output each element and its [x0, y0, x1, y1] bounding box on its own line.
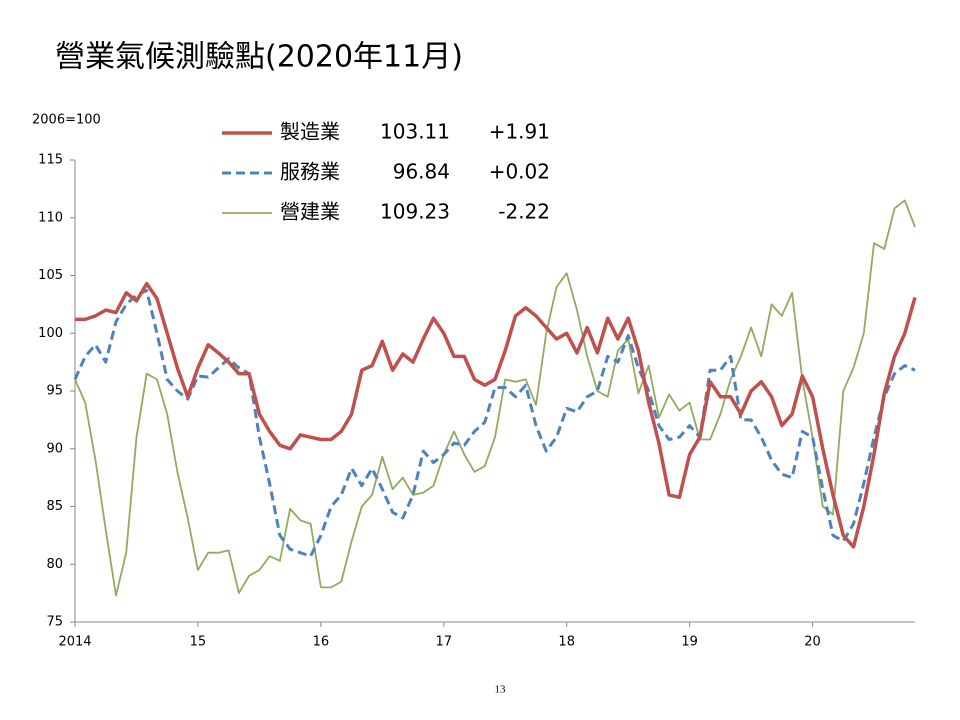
y-tick-label: 115 [38, 153, 63, 168]
x-tick-label: 16 [313, 635, 330, 650]
legend-change: +0.02 [489, 160, 550, 184]
legend-value: 103.11 [380, 120, 450, 144]
series-line [75, 281, 917, 549]
chart-title: 營業氣候測驗點(2020年11月) [55, 40, 463, 75]
series-line [73, 289, 916, 558]
x-tick-label: 18 [558, 635, 575, 650]
x-tick-label: 20 [804, 635, 821, 650]
x-tick-label: 19 [681, 635, 698, 650]
y-tick-label: 80 [46, 557, 63, 572]
x-tick-label: 15 [190, 635, 207, 650]
legend-label: 營建業 [280, 200, 340, 224]
y-axis-label: 2006=100 [32, 113, 101, 128]
legend-value: 109.23 [380, 200, 450, 224]
y-tick-label: 105 [38, 268, 63, 283]
legend-label: 製造業 [280, 120, 340, 144]
y-tick-label: 100 [38, 326, 63, 341]
legend-change: +1.91 [489, 120, 550, 144]
y-tick-label: 95 [46, 384, 63, 399]
y-tick-label: 90 [46, 441, 63, 456]
legend-change: -2.22 [498, 200, 550, 224]
legend-value: 96.84 [393, 160, 450, 184]
page-number: 13 [495, 684, 507, 696]
y-tick-label: 110 [38, 210, 63, 225]
y-tick-label: 85 [46, 499, 63, 514]
series-line [74, 199, 916, 597]
legend-label: 服務業 [280, 160, 340, 184]
y-tick-label: 75 [46, 615, 63, 630]
x-tick-label: 17 [436, 635, 453, 650]
x-tick-label: 2014 [58, 635, 91, 650]
